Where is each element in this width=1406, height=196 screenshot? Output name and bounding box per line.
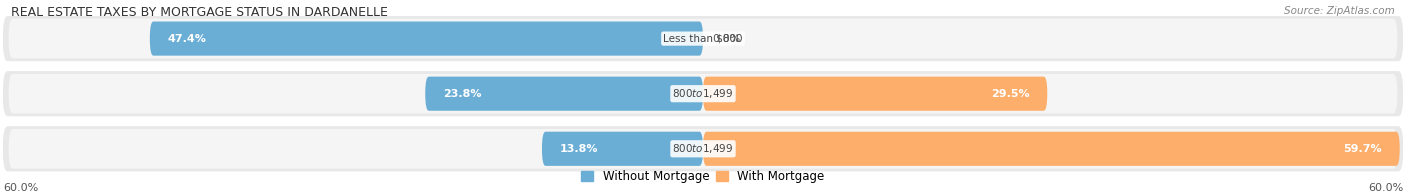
Text: $800 to $1,499: $800 to $1,499 xyxy=(672,142,734,155)
Text: 60.0%: 60.0% xyxy=(3,183,38,193)
Text: $800 to $1,499: $800 to $1,499 xyxy=(672,87,734,100)
FancyBboxPatch shape xyxy=(8,19,1398,58)
FancyBboxPatch shape xyxy=(3,71,1403,116)
FancyBboxPatch shape xyxy=(425,77,703,111)
Text: Less than $800: Less than $800 xyxy=(664,34,742,44)
Text: 23.8%: 23.8% xyxy=(443,89,481,99)
Text: 60.0%: 60.0% xyxy=(1368,183,1403,193)
Text: 59.7%: 59.7% xyxy=(1344,144,1382,154)
FancyBboxPatch shape xyxy=(3,126,1403,171)
Text: 13.8%: 13.8% xyxy=(560,144,598,154)
Legend: Without Mortgage, With Mortgage: Without Mortgage, With Mortgage xyxy=(576,165,830,188)
FancyBboxPatch shape xyxy=(541,132,703,166)
Text: 29.5%: 29.5% xyxy=(991,89,1029,99)
FancyBboxPatch shape xyxy=(8,74,1398,113)
Text: REAL ESTATE TAXES BY MORTGAGE STATUS IN DARDANELLE: REAL ESTATE TAXES BY MORTGAGE STATUS IN … xyxy=(11,6,388,19)
FancyBboxPatch shape xyxy=(150,22,703,56)
FancyBboxPatch shape xyxy=(703,77,1047,111)
FancyBboxPatch shape xyxy=(703,132,1400,166)
Text: 47.4%: 47.4% xyxy=(167,34,207,44)
Text: 0.0%: 0.0% xyxy=(713,34,741,44)
FancyBboxPatch shape xyxy=(8,129,1398,169)
FancyBboxPatch shape xyxy=(3,16,1403,61)
Text: Source: ZipAtlas.com: Source: ZipAtlas.com xyxy=(1284,6,1395,16)
